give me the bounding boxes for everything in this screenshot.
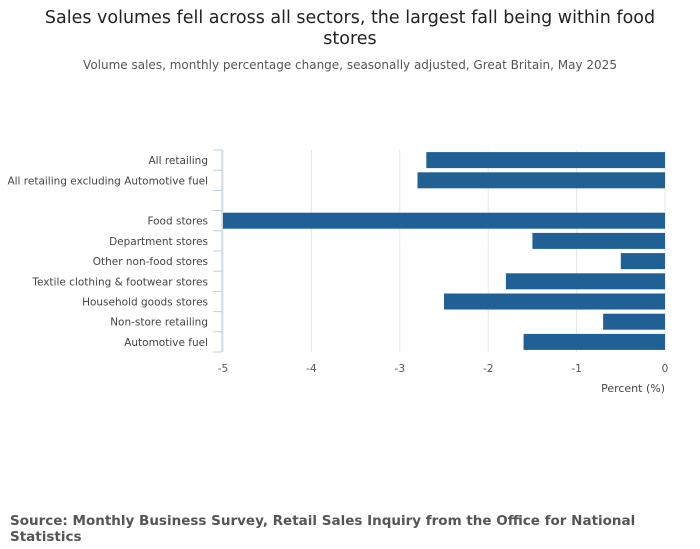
category-label: Other non-food stores — [93, 256, 208, 268]
chart-subtitle: Volume sales, monthly percentage change,… — [83, 58, 617, 72]
category-label: Household goods stores — [82, 297, 208, 309]
bar — [223, 212, 665, 229]
bar-chart: -5 -4 -3 -2 -1 0 All retailing All retailing ex… — [7, 149, 669, 395]
x-tick-label: -1 — [571, 363, 581, 375]
chart-title: Sales volumes fell across all sectors, t… — [44, 8, 656, 49]
x-tick-label: -5 — [218, 363, 228, 375]
bar — [505, 273, 665, 290]
x-tick-label: -2 — [483, 363, 493, 375]
axes: -5 -4 -3 -2 -1 0 All retailing All retailing ex… — [7, 149, 669, 375]
x-tick-label: -4 — [306, 363, 317, 375]
category-label: Automotive fuel — [124, 337, 208, 349]
bars — [223, 152, 665, 350]
category-label: Food stores — [147, 216, 208, 228]
category-label: Textile clothing & footwear stores — [31, 276, 208, 288]
bar — [603, 313, 665, 330]
category-label: Non-store retailing — [110, 317, 208, 329]
x-tick-label: -3 — [395, 363, 405, 375]
bar — [523, 333, 665, 350]
bar — [444, 293, 665, 310]
x-axis-title: Percent (%) — [601, 382, 665, 395]
category-label: All retailing — [148, 155, 208, 167]
bar — [426, 152, 665, 169]
category-label: Department stores — [109, 236, 208, 248]
category-label: All retailing excluding Automotive fuel — [7, 175, 208, 187]
x-tick-label: 0 — [662, 363, 669, 375]
source-note: Source: Monthly Business Survey, Retail … — [10, 513, 636, 545]
bar — [417, 172, 665, 189]
bar — [620, 253, 665, 270]
bar — [532, 232, 665, 249]
